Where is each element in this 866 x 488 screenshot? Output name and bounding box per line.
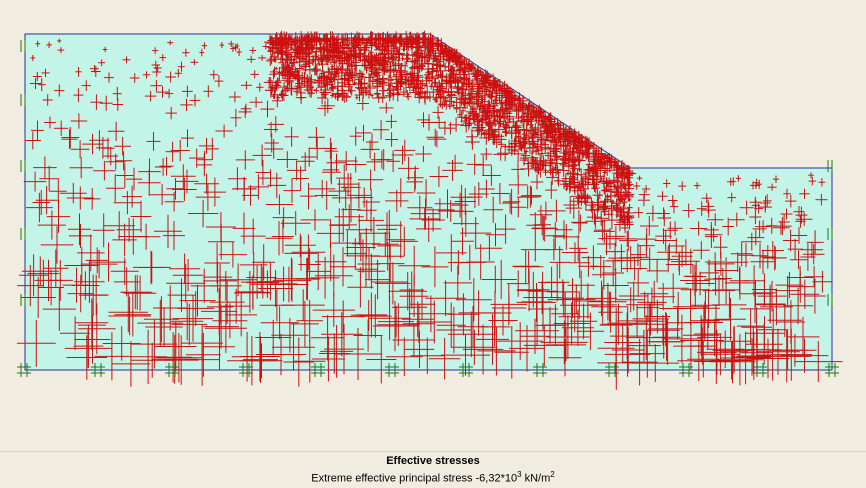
model-canvas[interactable]: [0, 0, 866, 450]
